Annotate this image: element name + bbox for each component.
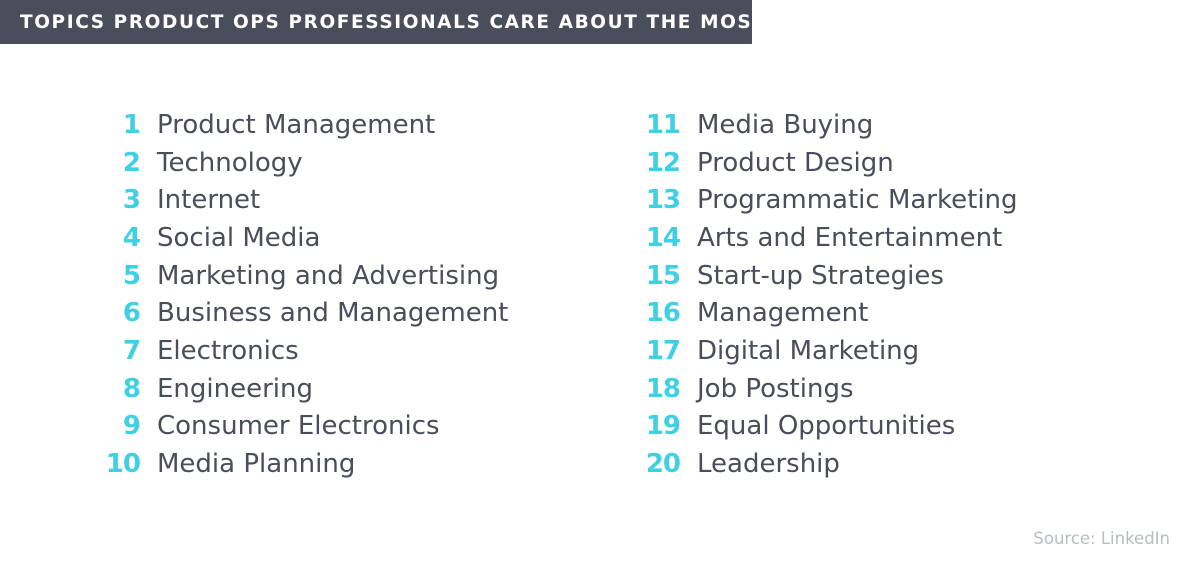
list-item: 2 Technology [90, 144, 508, 182]
source-credit: Source: LinkedIn [1033, 529, 1170, 548]
title-bar: TOPICS PRODUCT OPS PROFESSIONALS CARE AB… [0, 0, 765, 44]
page-title: TOPICS PRODUCT OPS PROFESSIONALS CARE AB… [20, 11, 767, 33]
rank-number: 15 [645, 260, 681, 291]
topic-list-left: 1 Product Management 2 Technology 3 Interne… [90, 106, 509, 483]
rank-number: 10 [105, 449, 141, 480]
topic-label: Technology [157, 147, 303, 178]
rank-number: 14 [645, 222, 681, 253]
list-item: 7 Electronics [90, 332, 508, 370]
rank-number: 19 [645, 411, 681, 442]
topic-label: Digital Marketing [697, 335, 920, 366]
list-item: 3 Internet [90, 181, 508, 219]
rank-number: 9 [122, 411, 141, 442]
topic-label: Product Design [697, 147, 894, 178]
rank-number: 13 [645, 185, 681, 216]
rank-number: 7 [122, 335, 141, 366]
list-item: 14 Arts and Entertainment [624, 219, 1018, 257]
list-item: 13 Programmatic Marketing [624, 181, 1018, 219]
topic-label: Marketing and Advertising [157, 260, 500, 291]
topic-label: Product Management [157, 109, 436, 140]
topic-label: Media Buying [697, 109, 874, 140]
list-item: 5 Marketing and Advertising [90, 257, 508, 295]
list-item: 17 Digital Marketing [624, 332, 1018, 370]
list-item: 19 Equal Opportunities [624, 408, 1018, 446]
rank-number: 2 [122, 147, 141, 178]
rank-number: 12 [645, 147, 681, 178]
list-item: 16 Management [624, 294, 1018, 332]
rank-number: 6 [122, 298, 141, 329]
topic-label: Management [697, 298, 869, 329]
topic-label: Consumer Electronics [157, 411, 440, 442]
list-item: 18 Job Postings [624, 370, 1018, 408]
rank-number: 3 [122, 185, 141, 216]
topic-label: Media Planning [157, 449, 356, 480]
rank-number: 11 [645, 109, 681, 140]
list-item: 6 Business and Management [90, 294, 508, 332]
list-item: 12 Product Design [624, 144, 1018, 182]
list-item: 9 Consumer Electronics [90, 408, 508, 446]
rank-number: 5 [122, 260, 141, 291]
topic-label: Start-up Strategies [697, 260, 944, 291]
topic-label: Leadership [697, 449, 840, 480]
rank-number: 4 [122, 222, 141, 253]
list-item: 20 Leadership [624, 445, 1018, 483]
topic-label: Arts and Entertainment [697, 222, 1003, 253]
rank-number: 8 [122, 373, 141, 404]
list-item: 10 Media Planning [90, 445, 508, 483]
list-item: 4 Social Media [90, 219, 508, 257]
rank-number: 18 [645, 373, 681, 404]
rank-number: 16 [645, 298, 681, 329]
topic-label: Business and Management [157, 298, 509, 329]
topic-list-right: 11 Media Buying 12 Product Design 13 Progra… [624, 106, 1018, 483]
rank-number: 1 [122, 109, 141, 140]
topic-label: Programmatic Marketing [697, 185, 1018, 216]
topic-label: Job Postings [697, 373, 854, 404]
topic-label: Internet [157, 185, 261, 216]
list-item: 8 Engineering [90, 370, 508, 408]
list-item: 11 Media Buying [624, 106, 1018, 144]
rank-number: 20 [645, 449, 681, 480]
topic-label: Social Media [157, 222, 321, 253]
rank-number: 17 [645, 335, 681, 366]
list-item: 1 Product Management [90, 106, 508, 144]
topic-label: Engineering [157, 373, 313, 404]
list-item: 15 Start-up Strategies [624, 257, 1018, 295]
topic-label: Electronics [157, 335, 299, 366]
topic-label: Equal Opportunities [697, 411, 956, 442]
